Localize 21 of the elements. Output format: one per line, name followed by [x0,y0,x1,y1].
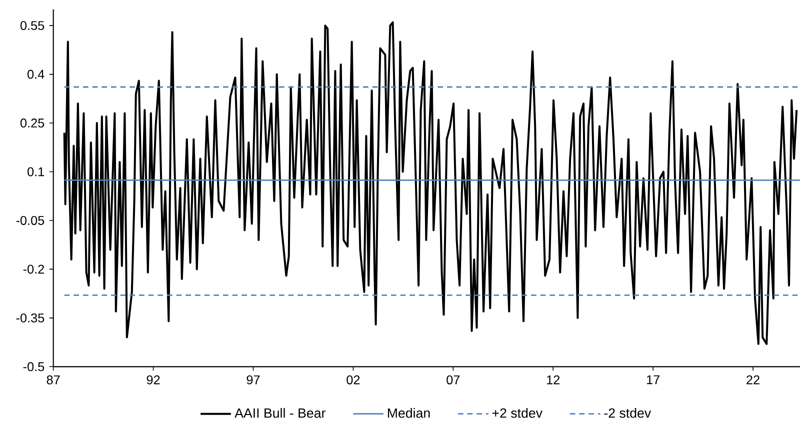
x-tick-label: 12 [547,376,560,384]
y-tick-label: -0.5 [23,362,44,372]
x-tick-label: 87 [46,376,60,385]
y-tick-label: 0.1 [28,167,44,176]
x-tick-label: 02 [346,376,360,385]
y-tick-label: -0.35 [16,314,44,323]
line-series [63,21,798,346]
legend-label: AAII Bull - Bear [234,408,326,418]
legend-label: Median [388,408,430,418]
y-tick-label: 0.55 [20,21,44,30]
x-tick-label: 97 [246,376,260,385]
x-tick-label: 07 [446,376,460,385]
y-tick-label: -0.05 [16,216,44,226]
y-tick-label: 0.25 [20,118,44,128]
legend-label: +2 stdev [492,408,542,418]
x-tick-label: 17 [646,376,660,384]
legend-label: -2 stdev [604,408,652,418]
x-tick-label: 92 [146,376,160,385]
x-tick-label: 22 [746,376,760,384]
y-tick-label: 0.4 [28,70,44,79]
y-tick-label: -0.2 [23,264,44,274]
